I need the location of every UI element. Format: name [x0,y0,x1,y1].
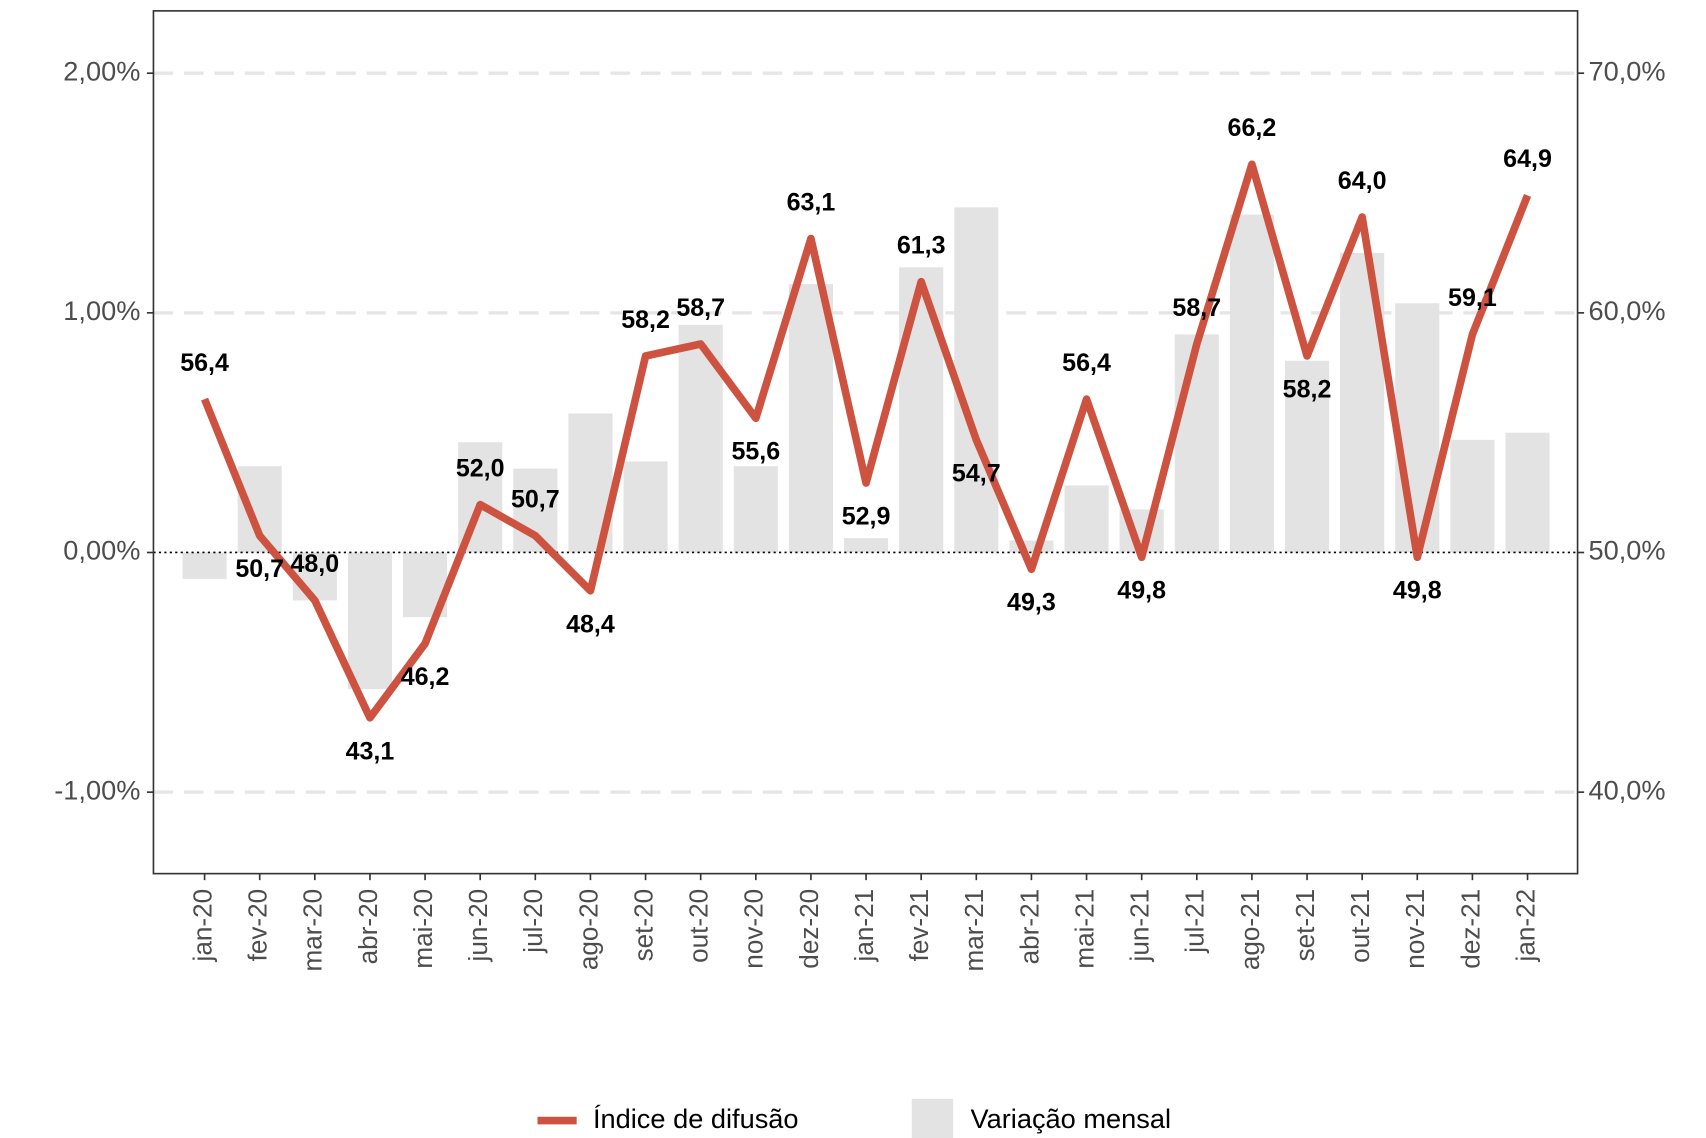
x-tick-label: out-20 [684,889,714,963]
x-tick-label: set-20 [628,889,658,962]
x-tick-label: ago-20 [573,889,603,970]
legend-swatch [911,1098,954,1138]
x-tick-label: mai-20 [408,889,438,969]
x-tick-label: ago-21 [1235,889,1265,970]
bar [623,461,668,553]
x-tick-label: abr-20 [353,889,383,964]
bar [182,552,227,579]
value-label: 49,3 [1007,589,1056,617]
value-label: 54,7 [952,459,1001,487]
x-tick-label: out-21 [1345,889,1375,963]
bar [899,267,944,553]
value-label: 49,8 [1117,577,1166,605]
x-tick-label: nov-20 [739,889,769,969]
value-label: 46,2 [401,663,450,691]
x-tick-label: fev-20 [243,889,273,962]
value-label: 64,0 [1338,167,1387,195]
value-label: 63,1 [787,188,836,216]
x-tick-label: abr-21 [1014,889,1044,964]
y-tick-label: -1,00% [54,774,140,805]
x-tick-label: nov-21 [1400,889,1430,969]
y2-tick-label: 40,0% [1588,774,1665,805]
bar [1229,214,1274,553]
bar [733,466,778,553]
value-label: 58,2 [621,306,670,334]
bar [1395,303,1440,553]
legend-label: Variação mensal [970,1103,1170,1134]
x-tick-label: mai-21 [1069,889,1099,969]
y2-tick-label: 60,0% [1588,295,1665,326]
y-tick-label: 1,00% [63,295,140,326]
bar [347,552,392,690]
bar [1505,432,1550,553]
value-label: 64,9 [1503,145,1552,173]
value-label: 55,6 [731,438,780,466]
bar [788,284,833,553]
bar [1284,360,1330,553]
x-tick-label: jul-20 [518,889,548,954]
value-label: 58,2 [1283,375,1332,403]
line [201,160,1532,722]
value-label: 58,7 [1172,294,1221,322]
bar [292,552,337,601]
y2-tick-label: 50,0% [1588,535,1665,566]
bar [1064,485,1109,553]
x-tick-label: jan-20 [187,889,217,963]
bar [1009,540,1054,553]
legend-label: Índice de difusão [593,1103,799,1134]
bar [844,538,889,553]
x-tick-label: jun-21 [1125,889,1155,963]
value-label: 48,0 [290,550,339,578]
x-tick-label: jan-22 [1510,889,1540,963]
value-label: 50,7 [511,486,560,514]
value-label: 56,4 [180,349,229,377]
bar [954,207,999,553]
value-label: 52,0 [456,454,505,482]
value-label: 49,8 [1393,577,1442,605]
x-tick-label: dez-20 [794,889,824,969]
value-label: 61,3 [897,231,946,259]
bar [1174,334,1219,553]
x-tick-label: dez-21 [1455,889,1485,969]
y2-tick-label: 70,0% [1588,55,1665,86]
x-tick-label: jun-20 [463,889,493,963]
x-tick-label: fev-21 [904,889,934,962]
bar [1450,439,1495,553]
value-label: 48,4 [566,610,615,638]
x-tick-label: mar-20 [298,889,328,972]
x-tick-label: jan-21 [849,889,879,963]
value-label: 52,9 [842,502,891,530]
x-tick-label: mar-21 [959,889,989,972]
y-tick-label: 0,00% [63,535,140,566]
value-label: 43,1 [346,737,395,765]
value-label: 56,4 [1062,349,1111,377]
value-label: 50,7 [235,555,284,583]
y-tick-label: 2,00% [63,55,140,86]
value-label: 58,7 [676,294,725,322]
value-label: 66,2 [1228,114,1277,142]
x-tick-label: set-21 [1290,889,1320,962]
value-label: 59,1 [1448,284,1497,312]
x-tick-label: jul-21 [1180,889,1210,954]
